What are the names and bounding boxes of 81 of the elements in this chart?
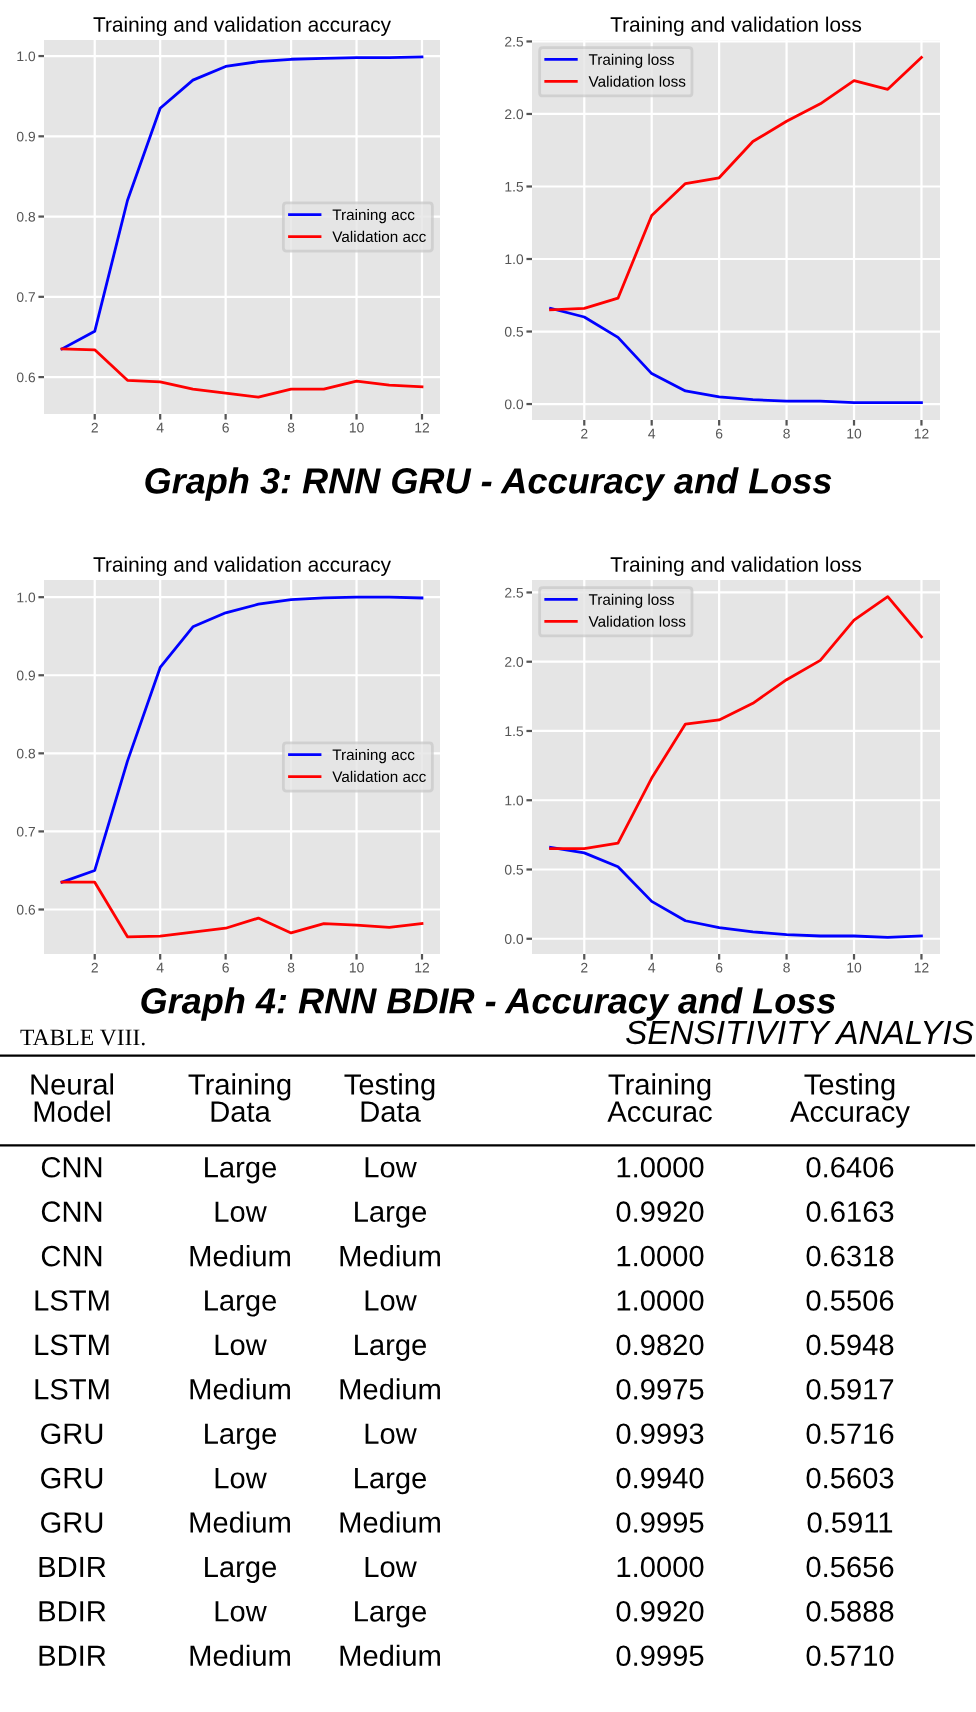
line-series [549, 845, 923, 939]
text: 0.6406 [806, 1156, 894, 1178]
text: Medium [340, 1511, 440, 1533]
text: Large [205, 1157, 277, 1184]
text: 0.9993 [616, 1423, 704, 1445]
caption: Graph 4: RNN BDIR - Accuracy and Loss [141, 987, 836, 1021]
text: 0.5506 [806, 1290, 894, 1311]
text: Large [355, 1601, 427, 1628]
text: GRU [41, 1512, 103, 1533]
text: 1.0000 [617, 1245, 704, 1267]
text: GRU [41, 1467, 103, 1489]
text: Low [215, 1468, 267, 1489]
text: 1.0000 [617, 1156, 704, 1178]
text: 0.5603 [806, 1467, 894, 1489]
text: Medium [190, 1244, 290, 1267]
text: Low [215, 1201, 267, 1223]
text: TABLE VIII. [20, 1029, 145, 1046]
text: 0.5917 [806, 1378, 894, 1400]
text: Medium [340, 1378, 440, 1400]
text: LSTM [35, 1290, 109, 1311]
text: CNN [41, 1201, 102, 1223]
line-series [549, 56, 923, 312]
text: Medium [340, 1644, 440, 1667]
text: Large [205, 1290, 277, 1317]
text: 0.9995 [616, 1512, 704, 1533]
text: 0.5710 [806, 1645, 894, 1667]
text: 0.6318 [806, 1245, 894, 1267]
text: Medium [190, 1644, 290, 1667]
text: Medium [190, 1378, 290, 1400]
text: SENSITIVITY ANALYIS [626, 1020, 974, 1045]
line-series [60, 55, 424, 351]
chart-title: Training and validation accuracy [93, 16, 391, 36]
text: Low [365, 1423, 417, 1445]
text: LSTM [35, 1334, 109, 1356]
text: Low [215, 1334, 267, 1356]
text: Training Accurac [607, 1073, 712, 1122]
line-series [549, 306, 923, 404]
text: Neural Model [31, 1073, 114, 1122]
text: CNN [41, 1245, 102, 1267]
text: Large [355, 1334, 427, 1361]
text: 1.0000 [617, 1290, 704, 1311]
text: 0.9975 [616, 1378, 704, 1400]
text: 0.5656 [806, 1556, 894, 1578]
text: 0.5888 [806, 1600, 894, 1622]
text: 0.9920 [616, 1201, 704, 1223]
text: Large [205, 1423, 277, 1450]
chart-title: Training and validation accuracy [93, 556, 391, 576]
text: BDIR [39, 1556, 106, 1577]
text: Medium [340, 1244, 440, 1267]
chart-title: Training and validation loss [610, 16, 862, 36]
text: 0.9940 [616, 1467, 704, 1489]
text: 0.9995 [616, 1645, 704, 1667]
text: Medium [190, 1511, 290, 1533]
text: 1.0000 [617, 1556, 704, 1578]
text: BDIR [39, 1645, 106, 1666]
line-series [549, 595, 923, 851]
text: BDIR [39, 1601, 106, 1622]
text: GRU [41, 1423, 103, 1445]
text: Training Data [188, 1073, 291, 1122]
line-series [60, 347, 424, 399]
line-series [60, 595, 424, 884]
text: Low [365, 1290, 417, 1311]
text: Low [365, 1556, 417, 1578]
text: Testing Data [344, 1073, 435, 1122]
text: Large [355, 1201, 427, 1228]
caption: Graph 3: RNN GRU - Accuracy and Loss [145, 467, 832, 501]
text: LSTM [35, 1378, 109, 1400]
chart-title: Training and validation loss [610, 556, 862, 576]
line-series [60, 880, 424, 939]
text: CNN [41, 1156, 102, 1178]
text: 0.5948 [806, 1334, 894, 1356]
text: 0.9920 [616, 1600, 704, 1622]
text: Low [215, 1601, 267, 1622]
text: Large [205, 1556, 277, 1584]
text: Testing Accuracy [790, 1073, 910, 1128]
text: 0.9820 [616, 1334, 704, 1356]
text: 0.5716 [806, 1423, 894, 1445]
text: Low [365, 1157, 417, 1178]
text: 0.6163 [806, 1201, 894, 1223]
text: Large [355, 1468, 427, 1495]
text: 0.5911 [807, 1512, 893, 1533]
